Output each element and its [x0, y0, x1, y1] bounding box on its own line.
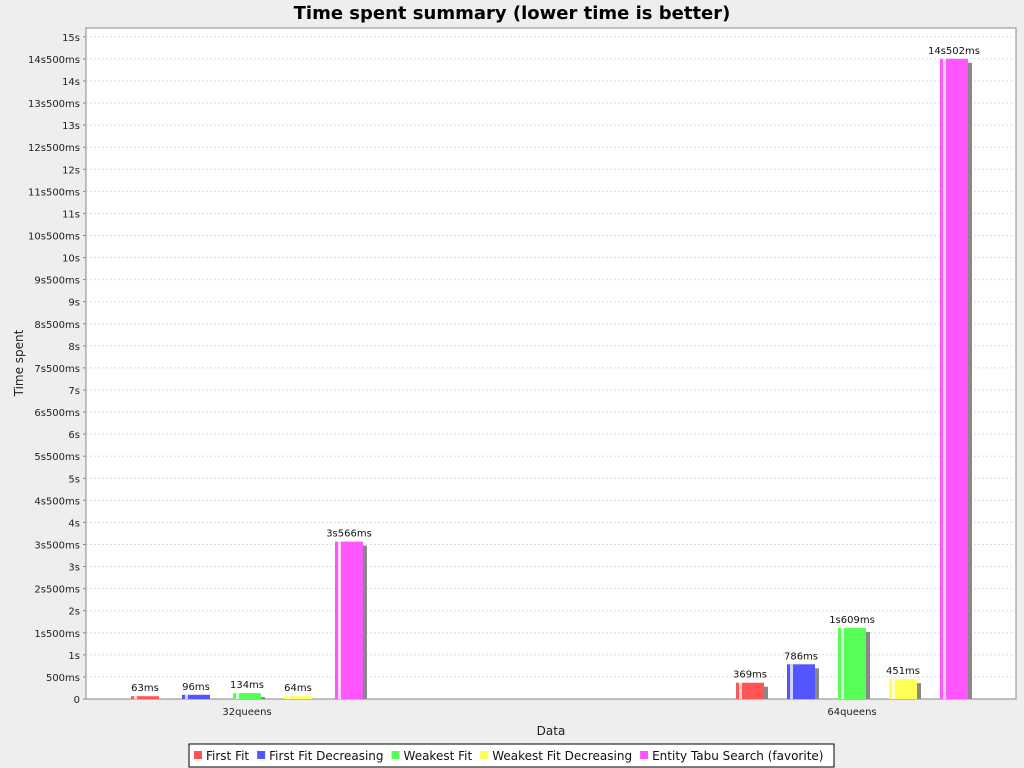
- bar-highlight: [185, 694, 188, 699]
- y-tick-label: 8s: [68, 342, 80, 353]
- y-tick-label: 7s: [68, 386, 80, 397]
- y-tick-label: 5s: [68, 474, 80, 485]
- bars: 63ms 96ms 134ms 64ms 3s566ms 369ms 786ms 1s609m…: [131, 46, 980, 699]
- bar-highlight: [287, 696, 290, 699]
- bar-highlight: [739, 682, 742, 699]
- bar-value-label: 786ms: [784, 651, 818, 662]
- y-tick-label: 11s500ms: [28, 187, 80, 198]
- legend-item-label: Entity Tabu Search (favorite): [652, 749, 823, 763]
- chart-title: Time spent summary (lower time is better…: [294, 3, 731, 24]
- legend: First Fit First Fit Decreasing Weakest Fit…: [188, 743, 835, 768]
- bar-highlight: [236, 693, 239, 699]
- y-tick-label: 6s: [68, 430, 80, 441]
- y-tick-label: 9s: [68, 298, 80, 309]
- bar: [736, 682, 764, 699]
- legend-box: [188, 743, 835, 768]
- bar: [889, 679, 917, 699]
- y-tick-label: 13s500ms: [28, 99, 80, 110]
- bar: [131, 696, 159, 699]
- y-tick-label: 12s500ms: [28, 143, 80, 154]
- y-tick-label: 11s: [62, 209, 80, 220]
- category-label: 32queens: [222, 707, 271, 718]
- y-tick-label: 5s500ms: [34, 452, 80, 463]
- category-label: 64queens: [827, 707, 876, 718]
- bar-value-label: 3s566ms: [326, 529, 372, 540]
- bar-highlight: [943, 58, 946, 699]
- bar-highlight: [134, 696, 137, 699]
- y-tick-label: 3s: [68, 563, 80, 574]
- bar-highlight: [892, 679, 895, 699]
- legend-item-label: Weakest Fit: [404, 749, 473, 763]
- category-labels: 32queens 64queens: [222, 707, 876, 718]
- bar-value-label: 14s502ms: [928, 46, 980, 57]
- bar-highlight: [841, 627, 844, 699]
- y-tick-label: 9s500ms: [34, 276, 80, 287]
- y-tick-label: 3s500ms: [34, 540, 80, 551]
- y-tick-label: 4s: [68, 518, 80, 529]
- bar-value-label: 134ms: [230, 680, 264, 691]
- y-tick-label: 6s500ms: [34, 408, 80, 419]
- y-tick-label: 8s500ms: [34, 320, 80, 331]
- legend-swatch: [640, 751, 649, 759]
- y-tick-label: 4s500ms: [34, 496, 80, 507]
- y-tick-label: 15s: [62, 33, 80, 44]
- legend-swatch: [480, 751, 489, 759]
- bar: [182, 694, 210, 699]
- legend-item-label: Weakest Fit Decreasing: [492, 749, 632, 763]
- y-tick-label: 14s500ms: [28, 55, 80, 66]
- y-tick-label: 2s500ms: [34, 585, 80, 596]
- y-tick-label: 14s: [62, 77, 80, 88]
- bar-highlight: [338, 541, 341, 699]
- gridlines: [86, 36, 1016, 678]
- bar: [284, 696, 312, 699]
- legend-swatch: [391, 751, 400, 759]
- y-tick-label: 12s: [62, 165, 80, 176]
- y-axis-ticks: 0 500ms 1s 1s500ms 2s 2s500ms 3s 3s500ms 4s 4s500…: [28, 33, 86, 706]
- bar-highlight: [790, 664, 793, 699]
- y-tick-label: 2s: [68, 607, 80, 618]
- bar-value-label: 96ms: [182, 682, 210, 693]
- y-axis-label: Time spent: [12, 329, 26, 397]
- legend-swatch: [194, 751, 202, 759]
- legend-swatch: [257, 751, 266, 759]
- bar: [233, 693, 261, 699]
- y-tick-label: 500ms: [46, 673, 80, 684]
- bar-value-label: 63ms: [131, 683, 159, 694]
- y-tick-label: 7s500ms: [34, 364, 80, 375]
- y-tick-label: 13s: [62, 121, 80, 132]
- y-tick-label: 1s500ms: [34, 629, 80, 640]
- bar-value-label: 451ms: [886, 666, 920, 677]
- legend-item-label: First Fit Decreasing: [269, 749, 383, 763]
- plot-area: [85, 27, 1017, 700]
- x-axis-label: Data: [537, 724, 566, 738]
- legend-item-label: First Fit: [206, 749, 249, 763]
- bar-value-label: 1s609ms: [829, 615, 875, 626]
- bar-value-label: 369ms: [733, 670, 767, 681]
- bar-value-label: 64ms: [284, 683, 312, 694]
- y-tick-label: 1s: [68, 651, 80, 662]
- y-tick-label: 10s500ms: [28, 231, 80, 242]
- y-tick-label: 10s: [62, 254, 80, 265]
- y-tick-label: 0: [74, 695, 80, 706]
